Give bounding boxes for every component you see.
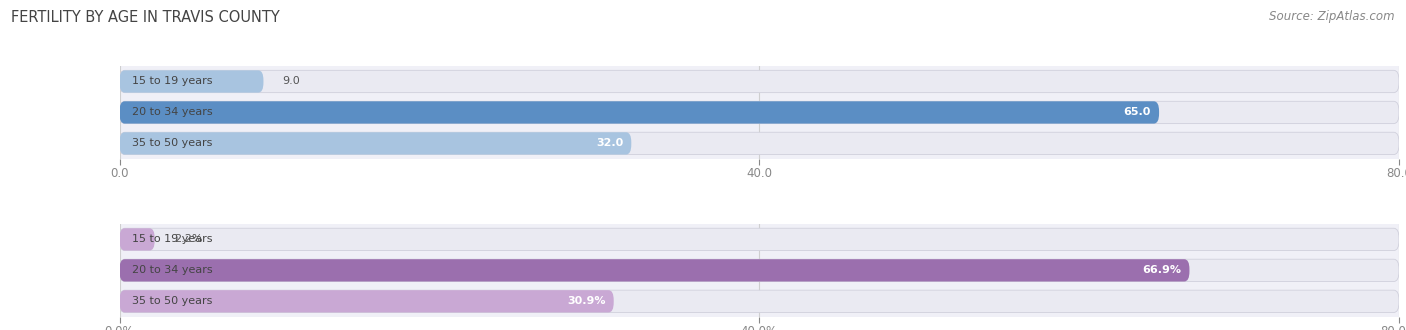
Text: FERTILITY BY AGE IN TRAVIS COUNTY: FERTILITY BY AGE IN TRAVIS COUNTY [11, 10, 280, 25]
Text: 9.0: 9.0 [283, 77, 301, 86]
FancyBboxPatch shape [120, 70, 1399, 93]
Text: 15 to 19 years: 15 to 19 years [132, 234, 212, 245]
FancyBboxPatch shape [120, 290, 613, 313]
Text: 35 to 50 years: 35 to 50 years [132, 296, 212, 306]
FancyBboxPatch shape [120, 132, 1399, 154]
FancyBboxPatch shape [120, 259, 1189, 281]
FancyBboxPatch shape [120, 228, 155, 250]
Text: 30.9%: 30.9% [567, 296, 606, 306]
Text: 32.0: 32.0 [596, 138, 623, 148]
FancyBboxPatch shape [120, 101, 1399, 124]
FancyBboxPatch shape [120, 290, 1399, 313]
Text: 2.2%: 2.2% [174, 234, 202, 245]
FancyBboxPatch shape [120, 101, 1159, 124]
FancyBboxPatch shape [120, 259, 1399, 281]
Text: 15 to 19 years: 15 to 19 years [132, 77, 212, 86]
Text: Source: ZipAtlas.com: Source: ZipAtlas.com [1270, 10, 1395, 23]
Text: 66.9%: 66.9% [1143, 265, 1181, 275]
Text: 20 to 34 years: 20 to 34 years [132, 108, 212, 117]
Text: 20 to 34 years: 20 to 34 years [132, 265, 212, 275]
FancyBboxPatch shape [120, 228, 1399, 250]
Text: 65.0: 65.0 [1123, 108, 1152, 117]
Text: 35 to 50 years: 35 to 50 years [132, 138, 212, 148]
FancyBboxPatch shape [120, 132, 631, 154]
FancyBboxPatch shape [120, 70, 263, 93]
